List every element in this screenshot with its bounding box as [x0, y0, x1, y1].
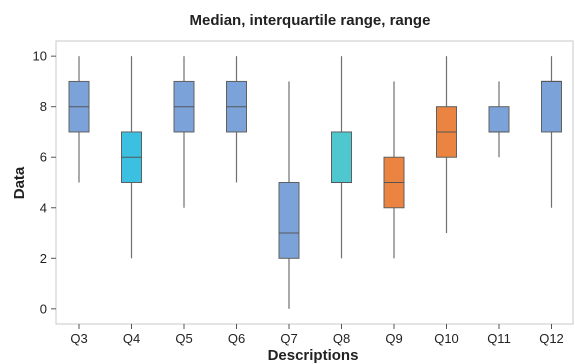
box-q8: [331, 56, 352, 259]
box-q12: [541, 56, 562, 208]
box-q5: [173, 56, 195, 208]
y-tick-label: 2: [40, 251, 47, 266]
y-tick-label: 8: [40, 99, 47, 114]
x-tick-label: Q12: [539, 331, 564, 346]
box-q11: [488, 81, 510, 158]
x-tick-label: Q4: [123, 331, 140, 346]
iqr-box: [278, 182, 300, 259]
x-tick-label: Q8: [333, 331, 350, 346]
y-tick-label: 4: [40, 200, 47, 215]
x-tick-label: Q5: [175, 331, 192, 346]
boxes-layer: [68, 56, 562, 309]
iqr-box: [488, 106, 510, 133]
box-q6: [226, 56, 247, 183]
box-q9: [383, 81, 405, 259]
x-tick-label: Q9: [385, 331, 402, 346]
x-tick-label: Q11: [487, 331, 511, 346]
y-tick-label: 0: [40, 301, 47, 316]
x-tick-label: Q3: [70, 331, 87, 346]
box-q3: [68, 56, 90, 183]
x-axis: Q3 Q4 Q5 Q6 Q7 Q8 Q9 Q10 Q11 Q12: [70, 324, 564, 346]
x-tick-label: Q10: [434, 331, 459, 346]
y-tick-label: 6: [40, 150, 47, 165]
y-axis-label: Data: [11, 166, 28, 199]
x-tick-label: Q7: [280, 331, 297, 346]
plot-area: [55, 40, 574, 325]
chart-title: Median, interquartile range, range: [190, 12, 431, 29]
iqr-box: [541, 80, 562, 133]
y-tick-label: 10: [33, 49, 47, 64]
y-axis: 0 2 4 6 8 10: [33, 49, 56, 316]
x-tick-label: Q6: [228, 331, 245, 346]
box-q10: [436, 56, 457, 234]
box-q7: [278, 81, 300, 309]
iqr-box: [331, 131, 352, 183]
box-q4: [121, 56, 142, 259]
x-axis-label: Descriptions: [268, 347, 359, 364]
